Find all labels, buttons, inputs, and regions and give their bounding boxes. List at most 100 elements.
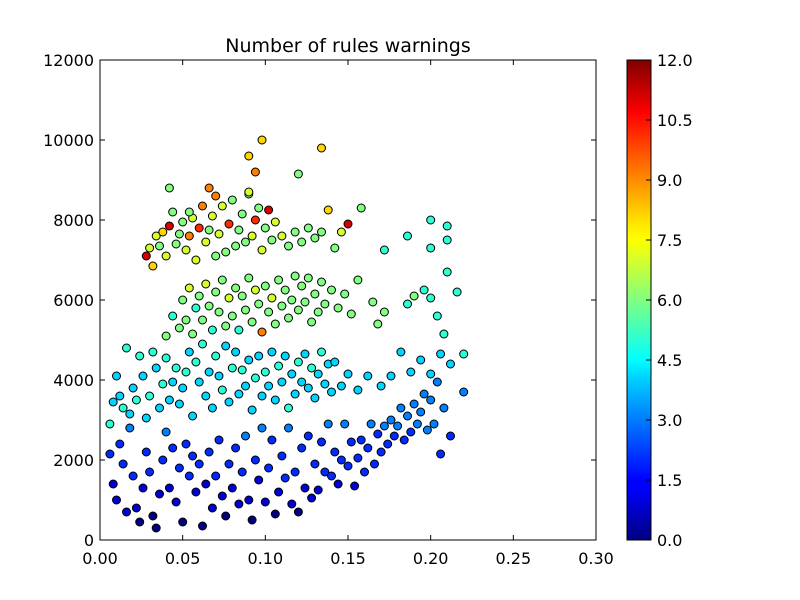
y-tick-label: 10000 <box>43 131 94 150</box>
data-point <box>174 229 184 239</box>
colorbar-tick-label: 4.5 <box>657 351 682 370</box>
data-point <box>416 355 426 365</box>
data-point <box>287 369 297 379</box>
data-point <box>234 389 244 399</box>
data-point <box>207 403 217 413</box>
data-point <box>446 431 455 441</box>
data-point <box>336 381 346 391</box>
data-point <box>303 223 313 233</box>
data-point <box>336 455 346 465</box>
data-point <box>412 419 422 429</box>
data-point <box>178 217 188 227</box>
data-point <box>366 419 376 429</box>
data-point <box>303 431 313 441</box>
data-point <box>164 395 174 405</box>
data-point <box>426 369 436 379</box>
data-point <box>317 347 326 357</box>
data-point <box>442 235 452 245</box>
data-point <box>330 243 340 253</box>
data-point <box>310 233 320 243</box>
data-point <box>141 251 151 261</box>
data-point <box>267 293 277 303</box>
data-point <box>135 351 145 361</box>
y-tick-label: 2000 <box>53 451 94 470</box>
data-point <box>442 267 452 277</box>
data-point <box>204 447 214 457</box>
data-point <box>432 377 442 387</box>
data-point <box>257 327 267 337</box>
data-point <box>360 467 369 477</box>
data-point <box>184 471 194 481</box>
data-point <box>227 363 237 373</box>
data-point <box>135 517 145 527</box>
colorbar-tick-label: 3.0 <box>657 411 682 430</box>
data-point <box>191 255 201 265</box>
data-point <box>452 287 462 297</box>
data-point <box>155 403 164 413</box>
data-point <box>393 421 403 431</box>
data-point <box>161 427 171 437</box>
data-point <box>317 227 326 237</box>
data-point <box>320 299 330 309</box>
data-point <box>115 391 125 401</box>
data-point <box>221 341 231 351</box>
data-point <box>270 395 280 405</box>
data-point <box>224 293 234 303</box>
data-point <box>419 285 429 295</box>
data-point <box>191 357 201 367</box>
data-point <box>221 247 231 257</box>
x-tick-label: 0.05 <box>165 549 201 568</box>
data-point <box>250 285 260 295</box>
data-point <box>300 483 310 493</box>
data-point <box>138 371 148 381</box>
data-point <box>234 225 244 235</box>
data-point <box>310 459 320 469</box>
data-point <box>257 135 267 145</box>
data-point <box>247 405 257 415</box>
data-point <box>290 467 300 477</box>
data-point <box>264 205 274 215</box>
data-point <box>277 301 287 311</box>
data-point <box>307 317 317 327</box>
data-point <box>257 245 267 255</box>
data-point <box>158 455 168 465</box>
colorbar-tick-label: 9.0 <box>657 171 682 190</box>
data-point <box>184 347 194 357</box>
data-point <box>297 377 307 387</box>
data-point <box>227 483 237 493</box>
data-point <box>293 357 303 367</box>
data-point <box>284 403 293 413</box>
data-point <box>419 389 429 399</box>
data-point <box>429 419 439 429</box>
data-point <box>363 371 373 381</box>
data-point <box>184 283 194 293</box>
data-points <box>105 135 469 533</box>
data-point <box>346 309 356 319</box>
data-point <box>198 521 207 531</box>
data-point <box>363 443 373 453</box>
data-point <box>227 311 237 321</box>
data-point <box>244 187 254 197</box>
data-point <box>307 363 317 373</box>
data-point <box>211 471 221 481</box>
data-point <box>174 463 184 473</box>
data-point <box>201 237 211 247</box>
data-point <box>300 297 310 307</box>
data-point <box>297 237 307 247</box>
data-point <box>254 351 264 361</box>
data-point <box>141 447 151 457</box>
data-point <box>105 419 115 429</box>
data-point <box>320 379 330 389</box>
data-point <box>303 273 313 283</box>
data-point <box>287 499 297 509</box>
data-point <box>237 209 247 219</box>
data-point <box>125 423 135 433</box>
data-point <box>250 455 260 465</box>
data-point <box>118 459 128 469</box>
data-point <box>141 413 151 423</box>
data-point <box>280 473 290 483</box>
data-point <box>270 509 280 519</box>
data-point <box>161 353 171 363</box>
data-point <box>293 507 303 517</box>
